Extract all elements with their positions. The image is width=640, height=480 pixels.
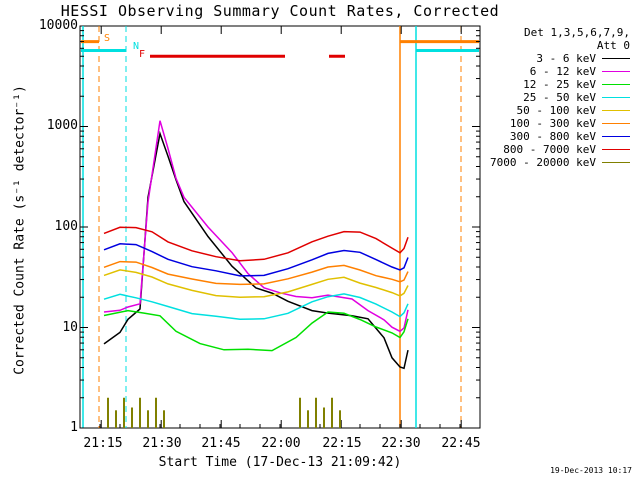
legend-swatch	[602, 136, 630, 137]
x-tick-label: 21:15	[83, 436, 123, 451]
legend-entry: 300 - 800 keV	[480, 130, 630, 143]
f-marker: F	[139, 49, 146, 60]
series-line	[103, 243, 409, 277]
n-marker: N	[133, 41, 140, 52]
legend-label: 100 - 300 keV	[509, 117, 596, 130]
legend-header-attenuator: Att 0	[596, 39, 630, 52]
x-axis-label: Start Time (17-Dec-13 21:09:42)	[158, 455, 402, 470]
legend-swatch	[602, 162, 630, 163]
legend-entry: 12 - 25 keV	[480, 78, 630, 91]
legend-entry: 6 - 12 keV	[480, 65, 630, 78]
legend-swatch	[602, 97, 630, 98]
legend-label: 7000 - 20000 keV	[490, 156, 596, 169]
x-tick-label: 22:00	[261, 436, 301, 451]
legend-header-detectors: Det 1,3,5,6,7,9,	[524, 26, 630, 39]
y-tick-label: 1	[70, 420, 78, 435]
x-axis-ticks	[79, 26, 481, 428]
s-marker: S	[104, 33, 111, 44]
series-line	[103, 309, 409, 352]
legend-swatch	[602, 123, 630, 124]
series-line	[103, 226, 409, 262]
plot-frame	[79, 25, 481, 429]
legend-label: 6 - 12 keV	[529, 65, 596, 78]
legend-entry: 25 - 50 keV	[480, 91, 630, 104]
legend-entry: 3 - 6 keV	[480, 52, 630, 65]
generation-timestamp: 19-Dec-2013 10:17	[550, 466, 632, 475]
legend-label: 12 - 25 keV	[523, 78, 596, 91]
y-tick-label: 10000	[38, 18, 78, 33]
legend-label: 3 - 6 keV	[536, 52, 596, 65]
legend-entry: 100 - 300 keV	[480, 117, 630, 130]
legend-swatch	[602, 58, 630, 59]
x-tick-label: 22:15	[322, 436, 362, 451]
x-tick-label: 21:45	[201, 436, 241, 451]
legend-entry: 50 - 100 keV	[480, 104, 630, 117]
y-tick-label: 1000	[46, 118, 78, 133]
legend-swatch	[602, 71, 630, 72]
x-tick-label: 22:30	[381, 436, 421, 451]
legend-label: 300 - 800 keV	[509, 130, 596, 143]
legend-label: 800 - 7000 keV	[503, 143, 596, 156]
y-axis-ticks	[80, 30, 480, 429]
series-line	[103, 120, 409, 333]
time-bands	[81, 26, 479, 428]
legend: Det 1,3,5,6,7,9, Att 0 3 - 6 keV 6 - 12 …	[480, 26, 630, 169]
legend-label: 25 - 50 keV	[523, 91, 596, 104]
legend-entry: 800 - 7000 keV	[480, 143, 630, 156]
legend-swatch	[602, 84, 630, 85]
series-line	[103, 260, 409, 286]
legend-entry: 7000 - 20000 keV	[480, 156, 630, 169]
legend-swatch	[602, 110, 630, 111]
y-tick-label: 100	[54, 219, 78, 234]
x-tick-label: 21:30	[142, 436, 182, 451]
series-line	[103, 269, 409, 298]
chart-title: HESSI Observing Summary Count Rates, Cor…	[60, 2, 500, 20]
y-tick-label: 10	[62, 320, 78, 335]
series-line	[103, 293, 409, 321]
x-tick-label: 22:45	[441, 436, 481, 451]
legend-swatch	[602, 149, 630, 150]
data-series	[103, 120, 409, 428]
legend-label: 50 - 100 keV	[516, 104, 596, 117]
